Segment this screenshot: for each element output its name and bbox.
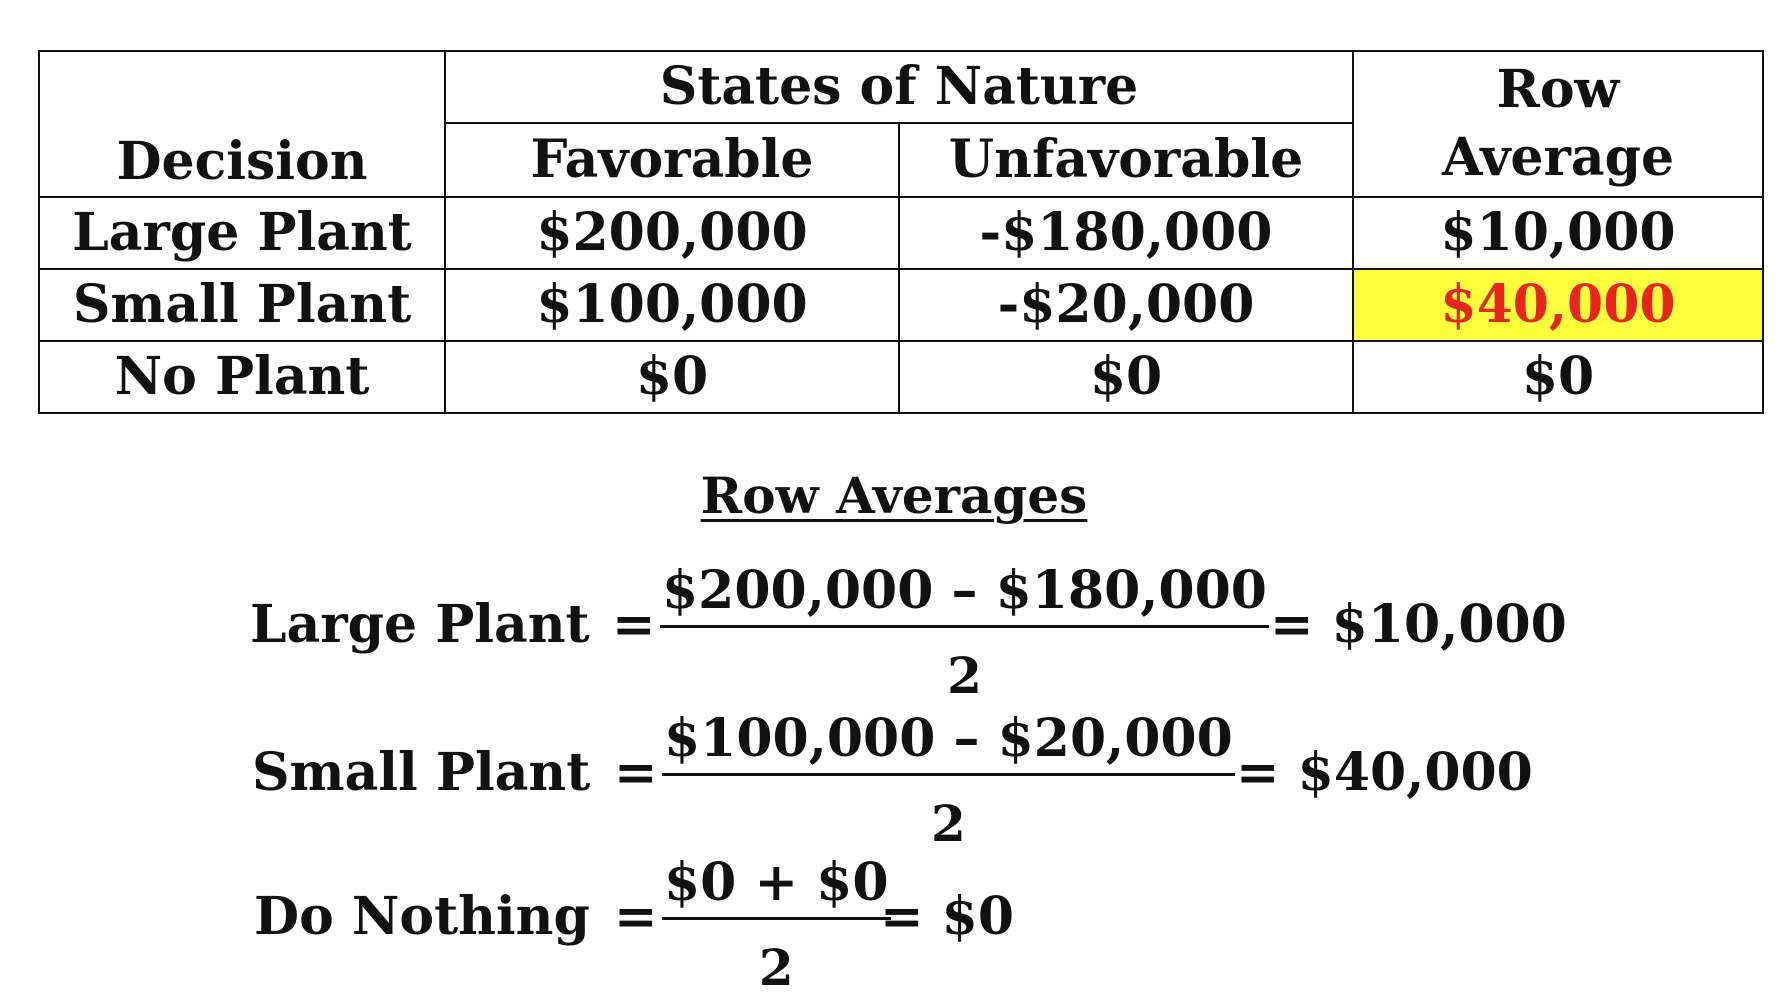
row-average-header-line2: Average bbox=[1441, 127, 1675, 188]
table-header-row: Decision States of Nature Row Average bbox=[38, 50, 1764, 198]
states-of-nature-header: States of Nature bbox=[444, 50, 1354, 124]
favorable-header: Favorable bbox=[444, 122, 900, 198]
fraction: $200,000 – $180,000 2 bbox=[660, 560, 1269, 705]
decision-cell: No Plant bbox=[38, 340, 446, 414]
row-average-cell-highlighted: $40,000 bbox=[1352, 268, 1764, 342]
fraction-numerator: $100,000 – $20,000 bbox=[662, 708, 1235, 776]
fraction-numerator: $200,000 – $180,000 bbox=[660, 560, 1269, 628]
equation-label: Large Plant bbox=[250, 594, 590, 655]
unfavorable-header: Unfavorable bbox=[898, 122, 1354, 198]
decision-header: Decision bbox=[38, 50, 446, 198]
equation-label: Small Plant bbox=[252, 742, 591, 803]
table-subheader-row: Favorable Unfavorable bbox=[39, 122, 1763, 198]
equation-result: = $0 bbox=[880, 886, 1015, 947]
equation-label: Do Nothing bbox=[254, 886, 590, 947]
decision-table: Decision States of Nature Row Average Fa… bbox=[38, 50, 1764, 414]
favorable-cell: $0 bbox=[444, 340, 900, 414]
equation-result: = $40,000 bbox=[1236, 742, 1533, 803]
unfavorable-cell: -$180,000 bbox=[898, 196, 1354, 270]
row-averages-title: Row Averages bbox=[700, 466, 1088, 525]
fraction-denominator: 2 bbox=[947, 646, 982, 705]
equals-sign: = bbox=[614, 742, 658, 803]
row-average-cell: $0 bbox=[1352, 340, 1764, 414]
unfavorable-cell: $0 bbox=[898, 340, 1354, 414]
row-average-header-line1: Row bbox=[1496, 59, 1620, 121]
table-row: No Plant $0 $0 $0 bbox=[38, 340, 1764, 414]
row-average-header: Row Average bbox=[1352, 50, 1764, 198]
fraction-denominator: 2 bbox=[758, 938, 794, 997]
equals-sign: = bbox=[612, 594, 656, 655]
fraction: $100,000 – $20,000 2 bbox=[662, 708, 1235, 853]
table-row: Large Plant $200,000 -$180,000 $10,000 bbox=[38, 196, 1764, 270]
decision-cell: Small Plant bbox=[38, 268, 446, 342]
favorable-cell: $100,000 bbox=[444, 268, 900, 342]
favorable-cell: $200,000 bbox=[444, 196, 900, 270]
fraction-numerator: $0 + $0 bbox=[662, 852, 891, 920]
equation-result: = $10,000 bbox=[1270, 594, 1567, 655]
table-row: Small Plant $100,000 -$20,000 $40,000 bbox=[38, 268, 1764, 342]
decision-cell: Large Plant bbox=[38, 196, 446, 270]
fraction: $0 + $0 2 bbox=[662, 852, 891, 997]
unfavorable-cell: -$20,000 bbox=[898, 268, 1354, 342]
row-average-cell: $10,000 bbox=[1352, 196, 1764, 270]
fraction-denominator: 2 bbox=[930, 794, 966, 853]
equals-sign: = bbox=[614, 886, 658, 947]
